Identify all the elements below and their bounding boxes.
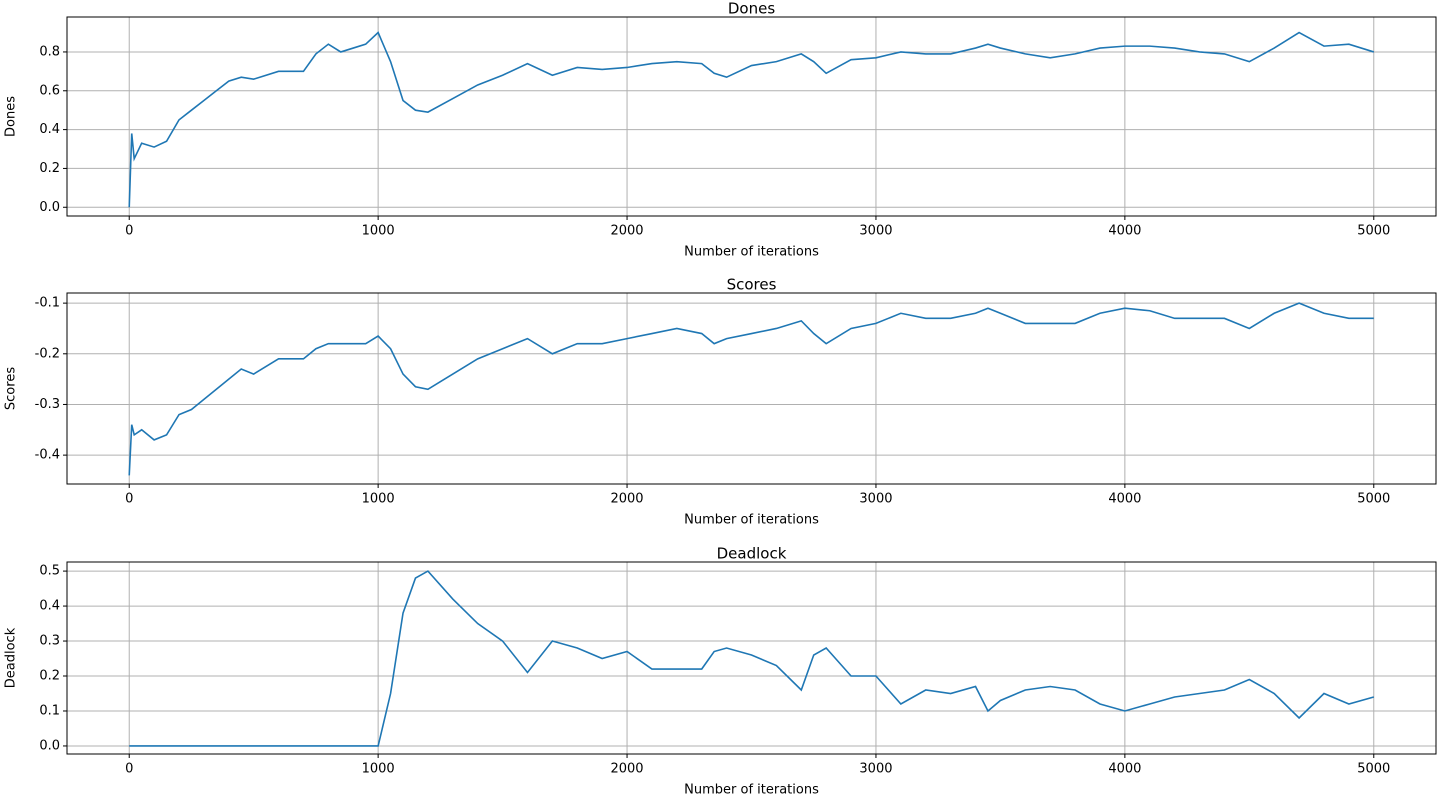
x-tick-label: 0 [125,224,133,239]
x-tick-label: 5000 [1357,492,1390,507]
x-tick-label: 5000 [1357,224,1390,239]
y-tick-label: 0.0 [39,200,60,215]
y-tick-label: 0.8 [39,44,60,59]
data-line [129,570,1374,747]
y-axis-label: Scores [4,367,19,410]
data-line [128,302,1374,476]
y-axis-label: Dones [4,96,19,137]
chart-title: Deadlock [717,545,787,563]
data-line [128,31,1375,208]
y-tick-label: 0.2 [39,669,60,684]
y-tick-label: 0.6 [39,83,60,98]
x-tick-label: 2000 [610,492,643,507]
x-tick-label: 3000 [859,492,892,507]
y-tick-label: 0.1 [39,703,60,718]
axes-frame [66,292,1437,485]
y-tick-label: -0.4 [35,448,60,463]
x-axis-label: Number of iterations [684,245,819,260]
y-tick-label: 0.4 [39,122,60,137]
chart-title: Scores [727,276,777,294]
x-axis-label: Number of iterations [684,513,819,528]
y-axis-label: Deadlock [4,627,19,688]
y-tick-label: -0.2 [35,346,60,361]
axes-frame [66,16,1437,217]
x-tick-label: 3000 [859,224,892,239]
axes-frame [66,561,1437,755]
y-tick-label: 0.4 [39,599,60,614]
x-tick-label: 1000 [362,224,395,239]
x-tick-label: 1000 [362,492,395,507]
x-tick-label: 0 [125,492,133,507]
y-tick-label: 0.5 [39,564,60,579]
x-tick-label: 3000 [859,762,892,777]
y-tick-label: -0.1 [35,296,60,311]
x-tick-label: 2000 [610,224,643,239]
y-tick-label: 0.3 [39,634,60,649]
chart-title: Dones [728,0,775,18]
x-tick-label: 5000 [1357,762,1390,777]
x-tick-label: 4000 [1108,762,1141,777]
x-tick-label: 4000 [1108,492,1141,507]
x-tick-label: 2000 [610,762,643,777]
x-tick-label: 4000 [1108,224,1141,239]
x-axis-label: Number of iterations [684,783,819,798]
y-tick-label: 0.2 [39,161,60,176]
x-tick-label: 0 [125,762,133,777]
y-tick-label: 0.0 [39,738,60,753]
x-tick-label: 1000 [362,762,395,777]
y-tick-label: -0.3 [35,397,60,412]
